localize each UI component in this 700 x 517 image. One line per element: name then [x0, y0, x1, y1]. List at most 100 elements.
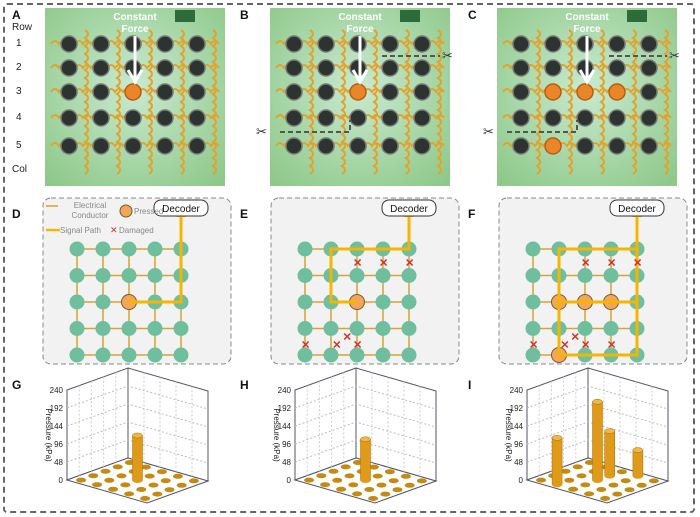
panel-label-d: D	[12, 207, 21, 221]
panel-label-g: G	[12, 378, 22, 392]
bar-base	[88, 473, 99, 479]
sensor-dot	[92, 59, 110, 77]
sensor-dot	[317, 137, 335, 155]
sensor-dot	[381, 59, 399, 77]
sensor-node	[95, 268, 111, 283]
sensor-dot	[640, 35, 658, 53]
sensor-dot	[349, 35, 367, 53]
bar	[592, 401, 603, 481]
sensor-node	[69, 241, 85, 257]
force-label: Constant	[338, 12, 382, 23]
conductor-trace	[83, 29, 89, 175]
z-tick-label: 48	[514, 458, 523, 467]
sensor-node	[69, 321, 85, 336]
pressed-sensor	[544, 83, 562, 101]
panel-label-h: H	[240, 378, 249, 392]
bar-base	[104, 477, 115, 483]
signal-path	[329, 209, 411, 304]
force-arrow	[578, 36, 596, 85]
z-tick-label: 48	[54, 458, 63, 467]
sensor-node	[401, 294, 417, 310]
bar-base	[612, 491, 623, 497]
damaged-mark: ✕	[332, 339, 341, 351]
force-label: Constant	[565, 12, 609, 23]
pressed-sensor	[349, 83, 367, 101]
bar-base	[368, 464, 379, 470]
sensor-dot	[608, 59, 626, 77]
bar-base	[340, 464, 351, 470]
z-tick-label: 96	[514, 440, 523, 449]
sensor-node	[69, 347, 85, 363]
sensor-dot	[285, 83, 303, 101]
sensor-node	[121, 321, 137, 336]
sensor-node	[173, 347, 189, 363]
conductor-trace	[535, 29, 541, 175]
panel-label-a: A	[12, 8, 21, 22]
damaged-mark: ✕	[607, 257, 616, 269]
damaged-mark: ✕	[607, 339, 616, 351]
conductor-trace	[211, 29, 217, 175]
sensor-dot	[349, 109, 367, 127]
sensor-dot	[124, 137, 142, 155]
sensor-node	[577, 268, 593, 283]
scissors-icon: ✂	[483, 124, 494, 139]
bar-base	[152, 491, 163, 497]
bar-base	[564, 477, 575, 483]
sensor-node	[577, 321, 593, 336]
bar-base	[304, 477, 315, 483]
diagram-box	[498, 197, 688, 365]
panel-label-b: B	[240, 8, 249, 22]
sensor-node	[525, 347, 541, 363]
conductor-trace	[631, 29, 637, 175]
sensor-dot	[285, 59, 303, 77]
sensor-dot	[576, 137, 594, 155]
bar-base	[636, 482, 647, 488]
damaged-mark: ✕	[581, 257, 590, 269]
diagram-panel: ✕ ✕ ✕✕✕ ✕ ✕Decoder	[270, 197, 460, 365]
bar-base	[376, 482, 387, 488]
conductor-trace	[567, 29, 573, 175]
sensor-node	[297, 321, 313, 336]
grid-line	[526, 385, 669, 410]
bar-base	[596, 487, 607, 492]
panel-label-i: I	[468, 378, 472, 392]
sensor-dot	[640, 59, 658, 77]
damaged-mark: ✕	[343, 331, 352, 343]
bar-base	[624, 487, 635, 493]
pressed-sensor	[544, 137, 562, 155]
pressed-sensor	[576, 83, 594, 101]
conductor-trace	[308, 29, 314, 175]
signal-path	[559, 302, 639, 357]
sensor-dot	[640, 83, 658, 101]
row-label: 4	[16, 112, 22, 123]
bar-base	[536, 477, 547, 483]
bar-base	[92, 482, 103, 488]
grid-line	[66, 421, 209, 446]
sensor-node	[147, 321, 163, 336]
bar-base	[392, 487, 403, 493]
z-tick-label: 192	[510, 404, 524, 413]
sensor-dot	[188, 109, 206, 127]
sensor-dot	[544, 59, 562, 77]
bar-top	[592, 399, 603, 405]
bar-base	[384, 469, 395, 475]
legend-conductor-label: Electrical	[74, 201, 107, 210]
z-axis-label: Pressure (kPa)	[272, 408, 281, 462]
bar-top	[360, 436, 371, 442]
bar-base	[344, 473, 355, 479]
bar-base	[400, 473, 411, 479]
decoder-chip	[627, 10, 647, 22]
z-axis-label: Pressure (kPa)	[44, 408, 53, 462]
bar-base	[608, 482, 619, 488]
sensor-dot	[512, 137, 530, 155]
sensor-node	[95, 294, 111, 310]
bar	[132, 435, 143, 481]
bar-bottom	[132, 478, 143, 483]
z-tick-label: 96	[54, 440, 63, 449]
sensor-node	[401, 347, 417, 363]
bar-top	[132, 432, 143, 439]
sensor-node	[121, 241, 137, 257]
bar-base	[368, 496, 379, 501]
sensor-dot	[92, 137, 110, 155]
bar-base	[124, 491, 135, 497]
